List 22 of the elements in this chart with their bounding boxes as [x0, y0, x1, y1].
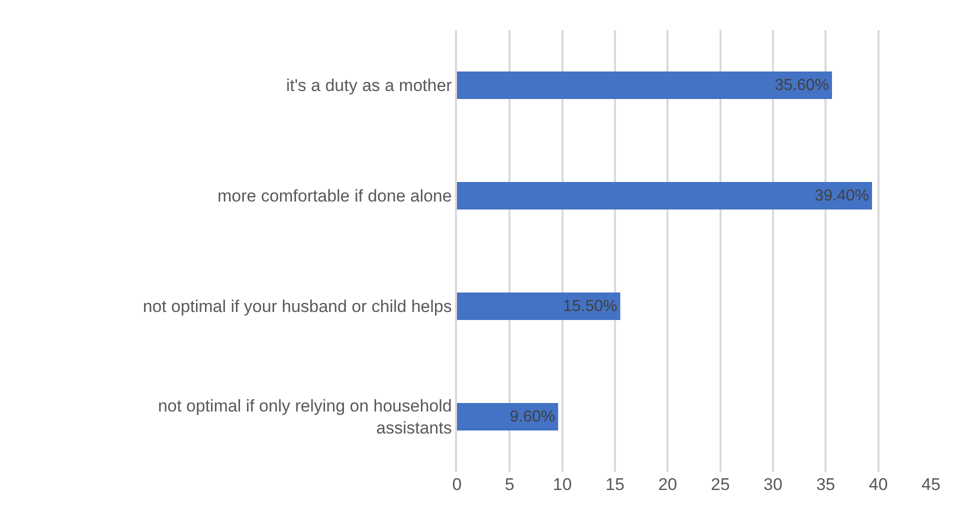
data-label: 15.50% [563, 298, 618, 315]
y-tick-label: more comfortable if done alone [217, 186, 452, 206]
x-tick-label: 0 [452, 475, 462, 494]
x-tick-label: 15 [606, 475, 624, 494]
bar [457, 71, 832, 100]
x-tick-label: 25 [710, 475, 730, 494]
bar [457, 292, 620, 320]
y-tick-label: it's a duty as a mother [286, 76, 452, 96]
data-label: 35.60% [774, 76, 829, 94]
x-tick-label: 35 [816, 475, 836, 494]
bar [457, 402, 558, 431]
bar [457, 182, 872, 210]
y-tick-label: not optimal if only relying on household assistants [158, 396, 452, 438]
y-tick-label: not optimal if your husband or child helps [142, 297, 452, 316]
x-tick-label: 20 [658, 475, 678, 494]
x-tick-label: 10 [552, 475, 572, 494]
data-label: 39.40% [814, 187, 870, 204]
x-tick-label: 45 [922, 475, 940, 494]
data-label: 9.60% [510, 408, 556, 426]
x-tick-label: 5 [504, 475, 514, 494]
x-tick-label: 30 [764, 475, 782, 494]
x-tick-label: 40 [868, 475, 888, 494]
